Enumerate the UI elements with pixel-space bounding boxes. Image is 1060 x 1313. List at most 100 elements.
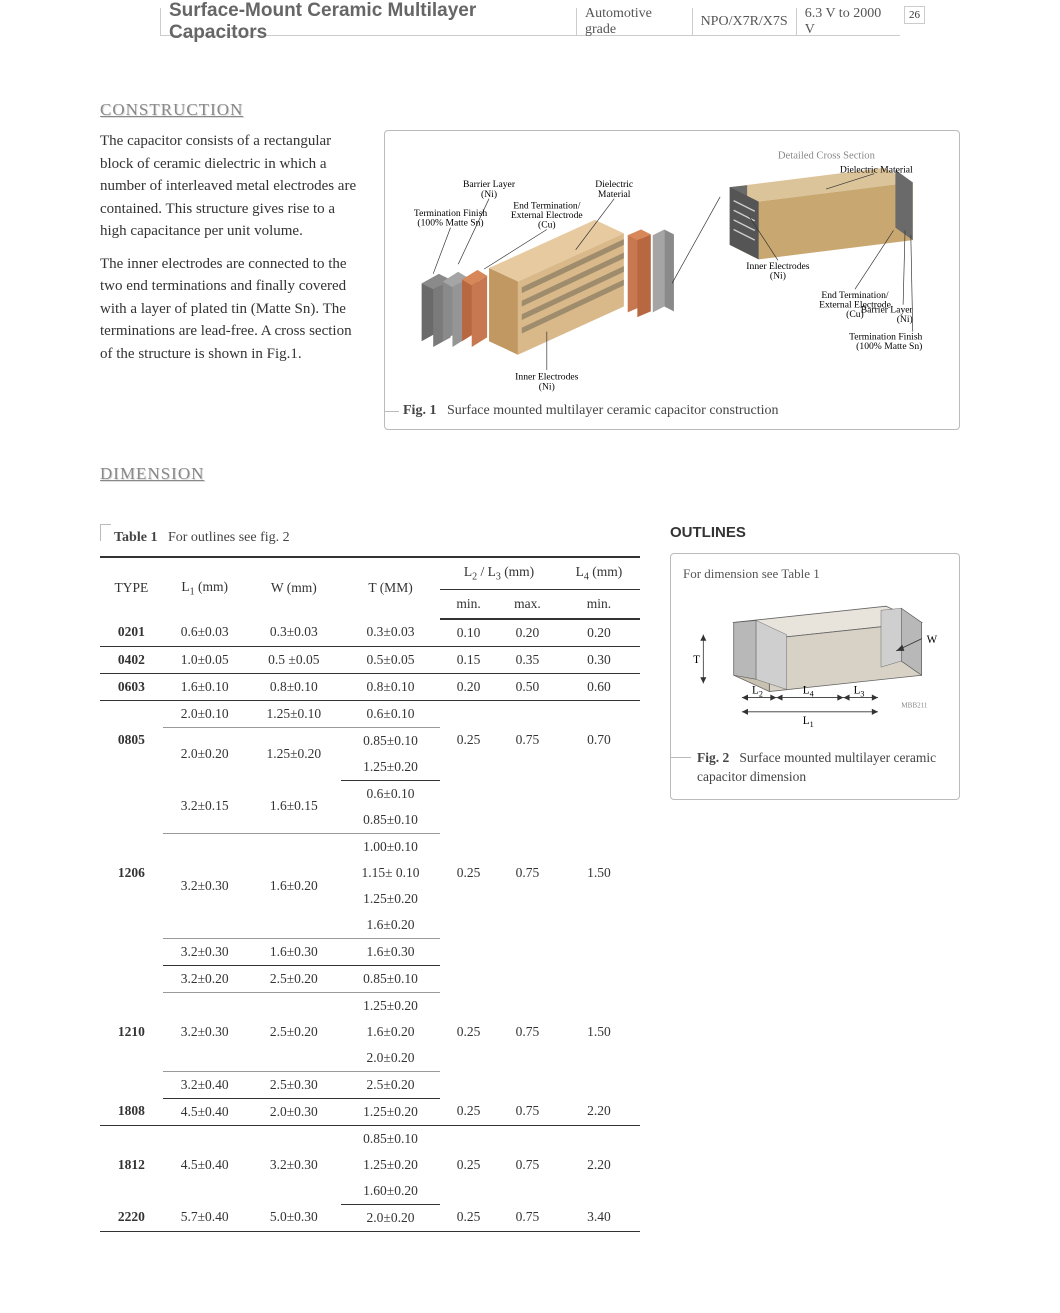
table-w-cell: 1.6±0.15: [247, 780, 341, 833]
table-t-cell: 0.85±0.10: [341, 965, 440, 992]
svg-text:(Ni): (Ni): [539, 381, 555, 392]
figure-1-svg: Inner Electrodes (Ni) Barrier Layer (Ni)…: [393, 139, 951, 399]
table-type-cell: 1206: [100, 780, 163, 965]
construction-p1: The capacitor consists of a rectangular …: [100, 130, 360, 243]
table-l1-cell: 4.5±0.40: [163, 1125, 247, 1204]
table-l4-cell: 1.50: [558, 780, 640, 965]
table-t-cell: 1.60±0.20: [341, 1178, 440, 1205]
table-t-cell: 0.85±0.10: [341, 1125, 440, 1152]
table-l1-cell: 2.0±0.10: [163, 700, 247, 727]
table-t-cell: 0.6±0.10: [341, 700, 440, 727]
table-max-cell: 0.20: [497, 619, 558, 647]
table-max-cell: 0.35: [497, 646, 558, 673]
table-w-cell: 1.6±0.30: [247, 938, 341, 965]
table-l1-cell: 1.6±0.10: [163, 673, 247, 700]
table-t-cell: 1.6±0.20: [341, 912, 440, 939]
table-w-cell: 0.5 ±0.05: [247, 646, 341, 673]
figure-2-box: For dimension see Table 1: [670, 553, 960, 800]
table-l1-cell: 2.0±0.20: [163, 727, 247, 780]
table-l1-cell: 3.2±0.30: [163, 938, 247, 965]
th-l4: L4 (mm): [558, 557, 640, 589]
table-w-cell: 1.25±0.10: [247, 700, 341, 727]
table-min-cell: 0.25: [440, 700, 497, 780]
table-t-cell: 1.00±0.10: [341, 833, 440, 860]
table-l4-cell: 2.20: [558, 1098, 640, 1125]
table-type-cell: 0402: [100, 646, 163, 673]
svg-text:(100% Matte Sn): (100% Matte Sn): [417, 218, 483, 229]
table-l1-cell: 1.0±0.05: [163, 646, 247, 673]
th-l1: L1 (mm): [163, 557, 247, 619]
th-t: T (MM): [341, 557, 440, 619]
table-min-cell: 0.10: [440, 619, 497, 647]
table-w-cell: 1.6±0.20: [247, 833, 341, 938]
table-t-cell: 0.85±0.10: [341, 807, 440, 834]
table-l1-cell: 3.2±0.40: [163, 1071, 247, 1098]
figure-2-svg: T W L2 L4: [683, 592, 947, 734]
table-l4-cell: 1.50: [558, 965, 640, 1098]
table-t-cell: 0.8±0.10: [341, 673, 440, 700]
svg-text:(Ni): (Ni): [770, 271, 786, 282]
table-type-cell: 0805: [100, 700, 163, 780]
table-t-cell: 1.25±0.20: [341, 992, 440, 1019]
table-t-cell: 1.25±0.20: [341, 1152, 440, 1178]
table-w-cell: 2.5±0.20: [247, 992, 341, 1071]
table-w-cell: 5.0±0.30: [247, 1204, 341, 1231]
construction-text: The capacitor consists of a rectangular …: [100, 130, 360, 430]
table-l4-cell: 0.20: [558, 619, 640, 647]
table-min-cell: 0.20: [440, 673, 497, 700]
table-max-cell: 0.75: [497, 1098, 558, 1125]
table-t-cell: 0.85±0.10: [341, 727, 440, 754]
fig1-label-cross: Detailed Cross Section: [778, 150, 876, 161]
table-type-cell: 1210: [100, 965, 163, 1098]
table-type-cell: 1808: [100, 1098, 163, 1125]
table-l1-cell: 0.6±0.03: [163, 619, 247, 647]
figure-1-caption: Fig. 1 Surface mounted multilayer cerami…: [403, 403, 779, 419]
table-l1-cell: 4.5±0.40: [163, 1098, 247, 1125]
header-title: Surface-Mount Ceramic Multilayer Capacit…: [161, 8, 577, 35]
svg-text:L3: L3: [854, 685, 865, 699]
table-t-cell: 0.3±0.03: [341, 619, 440, 647]
svg-text:(Ni): (Ni): [481, 189, 497, 200]
table-l1-cell: 3.2±0.30: [163, 833, 247, 938]
table-min-cell: 0.25: [440, 1204, 497, 1231]
svg-text:(100% Matte Sn): (100% Matte Sn): [856, 341, 922, 352]
table-l1-cell: 3.2±0.20: [163, 965, 247, 992]
header-seg-dielectric: NPO/X7R/X7S: [693, 8, 797, 35]
table-t-cell: 1.25±0.20: [341, 1098, 440, 1125]
table-type-cell: 0603: [100, 673, 163, 700]
table-t-cell: 2.5±0.20: [341, 1071, 440, 1098]
fig2-label-w: W: [927, 634, 938, 646]
table-min-cell: 0.15: [440, 646, 497, 673]
table-t-cell: 1.6±0.20: [341, 1019, 440, 1045]
table-l4-cell: 0.70: [558, 700, 640, 780]
table-l4-cell: 3.40: [558, 1204, 640, 1231]
table-max-cell: 0.75: [497, 700, 558, 780]
table-l4-cell: 0.60: [558, 673, 640, 700]
table-t-cell: 0.6±0.10: [341, 780, 440, 807]
table-min-cell: 0.25: [440, 1098, 497, 1125]
construction-heading: CONSTRUCTION: [100, 100, 960, 120]
table-l1-cell: 5.7±0.40: [163, 1204, 247, 1231]
svg-text:Material: Material: [598, 189, 631, 200]
table-max-cell: 0.75: [497, 780, 558, 965]
table-t-cell: 0.5±0.05: [341, 646, 440, 673]
table-l4-cell: 0.30: [558, 646, 640, 673]
table-max-cell: 0.75: [497, 1204, 558, 1231]
outlines-heading: OUTLINES: [670, 524, 960, 541]
table-w-cell: 2.0±0.30: [247, 1098, 341, 1125]
svg-text:(Cu): (Cu): [538, 220, 556, 231]
th-type: TYPE: [100, 557, 163, 619]
table-t-cell: 1.25±0.20: [341, 886, 440, 912]
table-max-cell: 0.75: [497, 1125, 558, 1204]
table-w-cell: 0.3±0.03: [247, 619, 341, 647]
table-max-cell: 0.75: [497, 965, 558, 1098]
table-max-cell: 0.50: [497, 673, 558, 700]
header-seg-grade: Automotive grade: [577, 8, 693, 35]
table-min-cell: 0.25: [440, 965, 497, 1098]
table-t-cell: 1.6±0.30: [341, 938, 440, 965]
table-l1-cell: 3.2±0.15: [163, 780, 247, 833]
table-type-cell: 2220: [100, 1204, 163, 1231]
table-w-cell: 3.2±0.30: [247, 1125, 341, 1204]
fig2-label-t: T: [693, 654, 700, 666]
table-min-cell: 0.25: [440, 780, 497, 965]
